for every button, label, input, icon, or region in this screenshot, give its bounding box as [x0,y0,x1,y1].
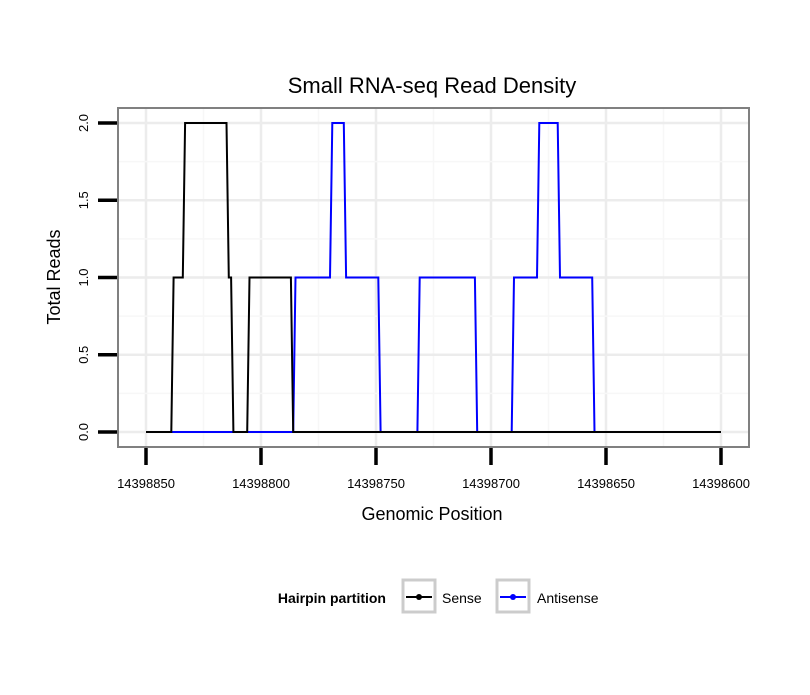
y-tick-label: 2.0 [76,114,91,132]
grid-layer [118,108,749,447]
y-tick-label: 1.0 [76,268,91,286]
legend-label-antisense: Antisense [537,590,599,606]
x-tick-label: 14398850 [117,476,175,491]
series-line-antisense [146,122,721,433]
x-tick-label: 14398700 [462,476,520,491]
chart-title: Small RNA-seq Read Density [288,73,577,98]
legend: Hairpin partition Sense Antisense [278,578,599,614]
x-axis-title: Genomic Position [361,504,502,524]
legend-item-antisense[interactable]: Antisense [495,578,599,614]
legend-item-sense[interactable]: Sense [401,578,482,614]
series-layer [146,122,721,433]
y-tick-label: 0.5 [76,346,91,364]
x-tick-label: 14398600 [692,476,750,491]
x-tick-label: 14398750 [347,476,405,491]
legend-point-sense [416,594,422,600]
series-line-sense [146,122,721,433]
y-tick-label: 0.0 [76,423,91,441]
x-tick-label: 14398650 [577,476,635,491]
y-axis: 0.0 0.5 1.0 1.5 2.0 [76,114,117,441]
x-tick-label: 14398800 [232,476,290,491]
y-tick-label: 1.5 [76,191,91,209]
y-axis-title: Total Reads [44,229,64,324]
plot-border [117,107,750,448]
x-axis: 14398850 14398800 14398750 14398700 14398650… [117,448,750,491]
legend-title: Hairpin partition [278,590,386,606]
legend-point-antisense [510,594,516,600]
legend-label-sense: Sense [442,590,482,606]
